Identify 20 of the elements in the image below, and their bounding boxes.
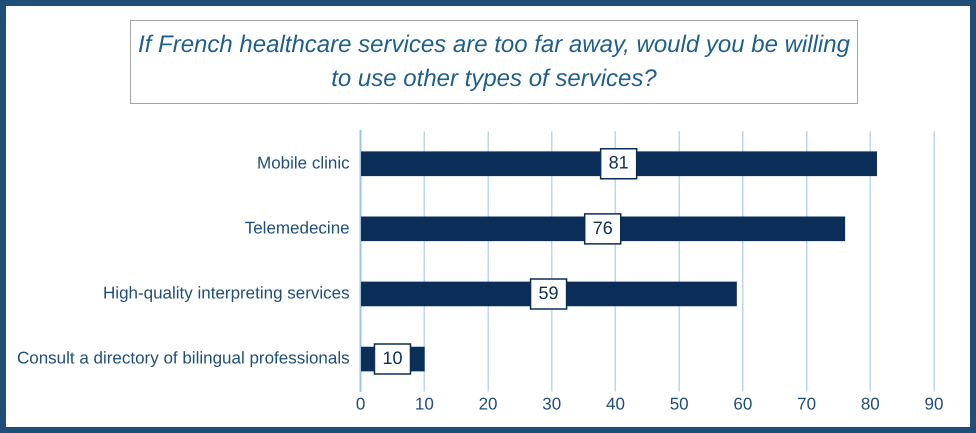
x-tick-label: 60 <box>733 394 752 414</box>
x-tick-label: 90 <box>924 394 944 414</box>
x-tick-label: 30 <box>542 394 562 414</box>
bar <box>361 151 877 176</box>
x-tick-label: 40 <box>606 394 625 414</box>
data-label: 76 <box>592 218 613 238</box>
data-label: 59 <box>538 282 559 303</box>
x-tick-label: 10 <box>414 394 434 414</box>
data-label: 10 <box>382 348 402 368</box>
x-tick-label: 20 <box>478 394 498 414</box>
x-tick-label: 70 <box>797 394 816 414</box>
y-tick-label: Consult a directory of bilingual professionals <box>16 348 350 368</box>
y-tick-label: High-quality interpreting services <box>103 284 350 303</box>
y-tick-label: Mobile clinic <box>257 153 350 172</box>
x-tick-label: 50 <box>670 394 689 414</box>
y-tick-label: Telemedecine <box>244 218 350 238</box>
x-tick-label: 80 <box>860 394 880 414</box>
data-label: 81 <box>608 152 629 173</box>
chart-title: If French healthcare services are too far away, would you be willing to use other types of services? <box>130 20 858 104</box>
x-tick-label: 0 <box>356 394 366 414</box>
